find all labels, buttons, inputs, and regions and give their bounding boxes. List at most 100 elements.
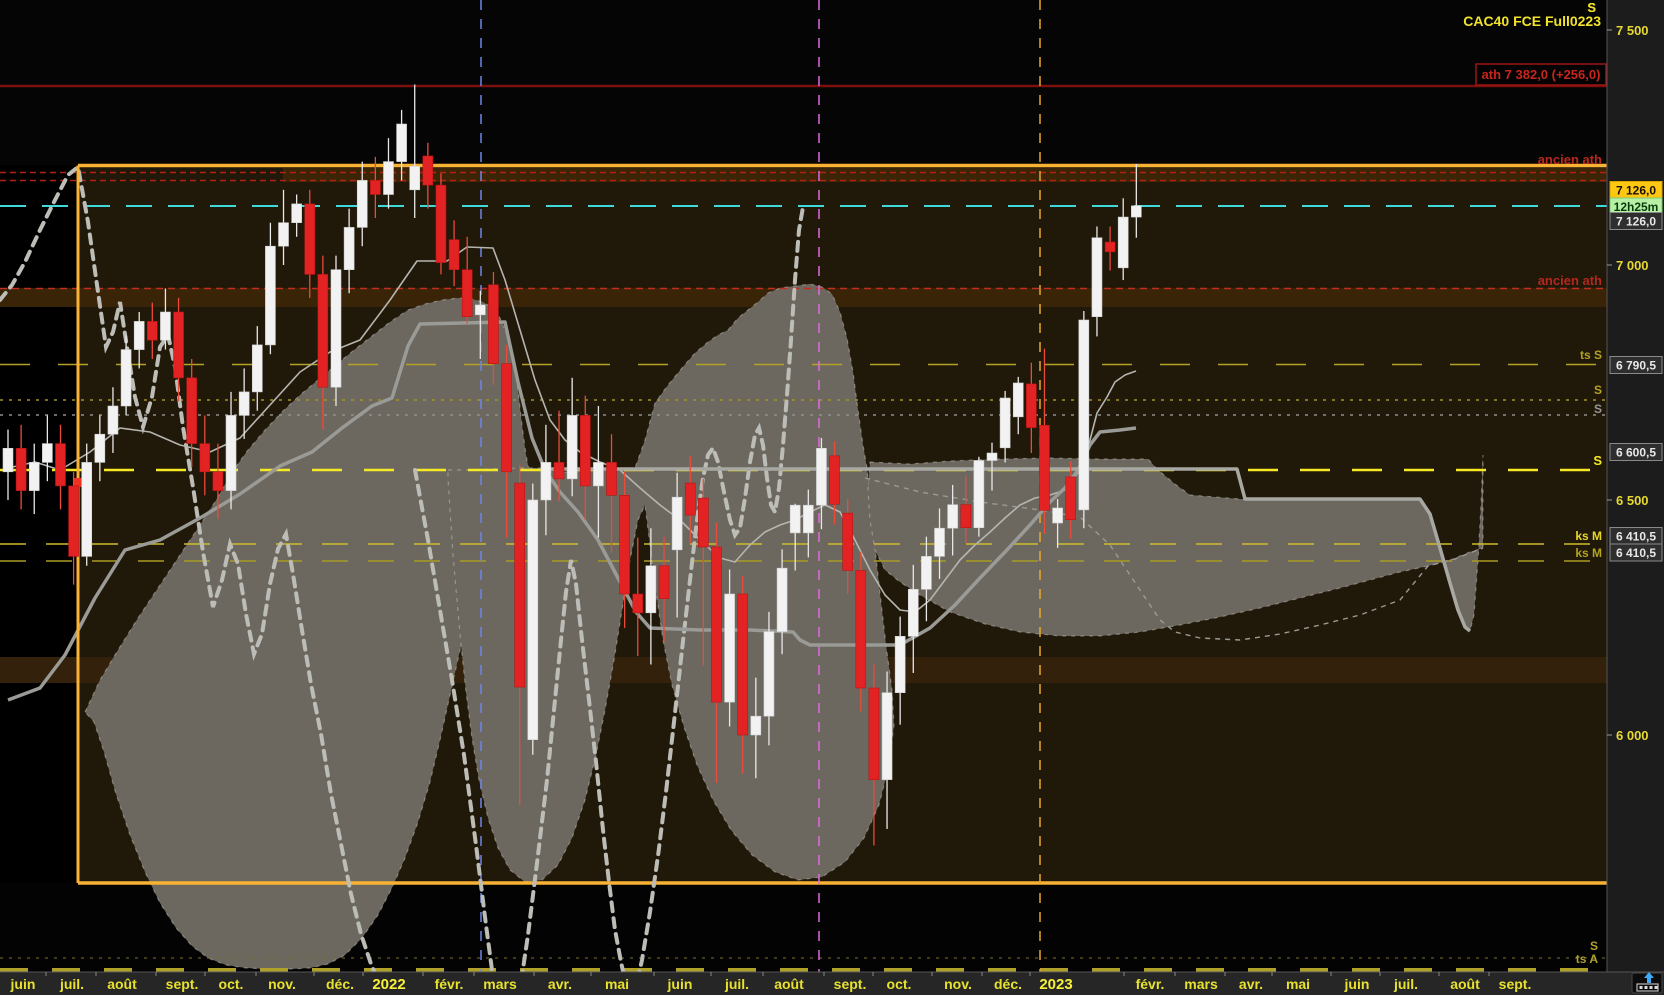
candle-body bbox=[566, 415, 578, 480]
candle-body bbox=[632, 593, 644, 614]
month-label: juin bbox=[667, 976, 693, 992]
candle-body bbox=[475, 304, 486, 316]
candle bbox=[133, 312, 145, 369]
candle-body bbox=[553, 462, 565, 480]
candle-body bbox=[225, 415, 237, 491]
price-tag-box bbox=[1609, 543, 1663, 562]
month-label: juil. bbox=[724, 976, 749, 992]
candle bbox=[934, 508, 945, 579]
candle bbox=[724, 569, 735, 727]
toolbar-restore-icon[interactable] bbox=[1631, 972, 1663, 994]
price-tag[interactable]: 6 790,5 bbox=[1609, 356, 1663, 374]
candle bbox=[698, 478, 709, 666]
candle bbox=[28, 443, 40, 515]
candle-body bbox=[750, 715, 762, 736]
candle-body bbox=[278, 222, 289, 247]
candle-body bbox=[881, 692, 893, 780]
candle-body bbox=[907, 588, 919, 637]
candle-body bbox=[120, 349, 132, 407]
rectangle-handle[interactable] bbox=[73, 478, 82, 487]
candle-body bbox=[68, 485, 79, 557]
candle-body bbox=[724, 593, 735, 703]
candle bbox=[120, 335, 132, 416]
month-label: déc. bbox=[994, 976, 1022, 992]
candle bbox=[225, 391, 237, 510]
candle-body bbox=[55, 443, 66, 487]
price-tag[interactable]: 7 126,0 bbox=[1609, 212, 1663, 230]
candle bbox=[1091, 226, 1103, 337]
plot-label: ks M bbox=[1575, 529, 1602, 543]
toolbar-dot bbox=[1654, 986, 1658, 989]
candle-body bbox=[973, 460, 985, 529]
candle bbox=[1012, 376, 1024, 435]
candle bbox=[251, 326, 263, 411]
price-axis-bg[interactable] bbox=[1607, 0, 1664, 995]
candle bbox=[750, 677, 762, 779]
month-label: déc. bbox=[326, 976, 354, 992]
plot-label: ancien ath bbox=[1538, 273, 1602, 288]
candle bbox=[212, 443, 224, 519]
candle bbox=[999, 390, 1011, 463]
candle bbox=[842, 499, 853, 594]
candle bbox=[317, 255, 329, 430]
price-tick-label: 6 500 bbox=[1616, 493, 1649, 508]
candle-body bbox=[527, 499, 539, 740]
candle bbox=[68, 471, 79, 585]
candle bbox=[1117, 198, 1129, 281]
candle bbox=[816, 437, 827, 530]
month-label: avr. bbox=[1239, 976, 1263, 992]
candle bbox=[1052, 499, 1063, 548]
month-label: mai bbox=[1286, 976, 1310, 992]
ath-label: ath 7 382,0 (+256,0) bbox=[1482, 67, 1601, 82]
candle bbox=[435, 173, 447, 275]
candle-body bbox=[448, 239, 460, 270]
price-tag[interactable]: 12h25m bbox=[1609, 197, 1663, 216]
price-tag[interactable]: 6 410,5 bbox=[1609, 527, 1663, 545]
candle bbox=[448, 220, 460, 287]
month-label: avr. bbox=[548, 976, 572, 992]
candle bbox=[1065, 461, 1077, 539]
time-axis-bg[interactable] bbox=[0, 972, 1664, 995]
candle bbox=[527, 483, 539, 755]
candle-body bbox=[671, 496, 683, 551]
candle-body bbox=[42, 443, 53, 463]
month-label: nov. bbox=[944, 976, 972, 992]
price-tag[interactable]: 6 410,5 bbox=[1609, 543, 1663, 562]
candle-body bbox=[593, 462, 604, 487]
candle-body bbox=[1052, 507, 1063, 524]
price-tag-value: 6 790,5 bbox=[1616, 359, 1656, 373]
candle-body bbox=[81, 462, 93, 557]
plot-label: ts S bbox=[1580, 348, 1602, 362]
candle bbox=[632, 537, 644, 657]
price-tag[interactable]: 6 600,5 bbox=[1609, 443, 1663, 461]
toolbar-dot bbox=[1649, 986, 1653, 989]
chikou-span bbox=[0, 163, 390, 995]
indicator-line-senkou-b-edge bbox=[864, 477, 1484, 641]
candle-body bbox=[28, 462, 40, 491]
price-tag[interactable]: 7 126,0 bbox=[1609, 181, 1663, 199]
candle-body bbox=[514, 482, 525, 688]
candlesticks bbox=[2, 84, 1142, 846]
candle-body bbox=[265, 245, 276, 346]
time-axis[interactable]: juin juil. août sept. oct. nov. déc. 2022 févr. m… bbox=[0, 971, 1664, 995]
candle bbox=[671, 472, 683, 618]
candle-body bbox=[304, 203, 316, 275]
month-label: 2022 bbox=[372, 976, 405, 993]
candle-body bbox=[2, 447, 14, 473]
plot-label: S bbox=[1590, 939, 1598, 953]
month-label: 2023 bbox=[1039, 976, 1072, 993]
candle-body bbox=[1026, 383, 1037, 428]
candle-body bbox=[199, 443, 211, 473]
candle-body bbox=[422, 155, 434, 186]
candle bbox=[514, 464, 525, 806]
candle-body bbox=[501, 363, 512, 473]
candle bbox=[409, 84, 421, 218]
month-label: juil. bbox=[59, 976, 84, 992]
month-label: sept. bbox=[834, 976, 867, 992]
candle bbox=[173, 297, 184, 402]
candle bbox=[304, 189, 316, 298]
candle-body bbox=[291, 203, 302, 223]
